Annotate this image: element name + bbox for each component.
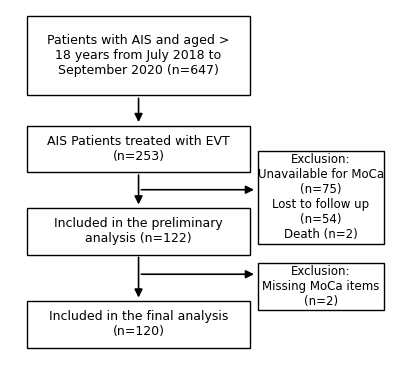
FancyBboxPatch shape xyxy=(27,16,250,95)
Text: Patients with AIS and aged >
18 years from July 2018 to
September 2020 (n=647): Patients with AIS and aged > 18 years fr… xyxy=(47,34,230,77)
Text: Exclusion:
Missing MoCa items
(n=2): Exclusion: Missing MoCa items (n=2) xyxy=(262,265,380,308)
FancyBboxPatch shape xyxy=(27,208,250,254)
Text: Included in the preliminary
analysis (n=122): Included in the preliminary analysis (n=… xyxy=(54,217,223,245)
Text: Included in the final analysis
(n=120): Included in the final analysis (n=120) xyxy=(49,310,228,338)
FancyBboxPatch shape xyxy=(258,263,384,310)
Text: AIS Patients treated with EVT
(n=253): AIS Patients treated with EVT (n=253) xyxy=(47,135,230,163)
Text: Exclusion:
Unavailable for MoCa
(n=75)
Lost to follow up
(n=54)
Death (n=2): Exclusion: Unavailable for MoCa (n=75) L… xyxy=(258,153,384,241)
FancyBboxPatch shape xyxy=(27,126,250,172)
FancyBboxPatch shape xyxy=(27,301,250,348)
FancyBboxPatch shape xyxy=(258,151,384,244)
